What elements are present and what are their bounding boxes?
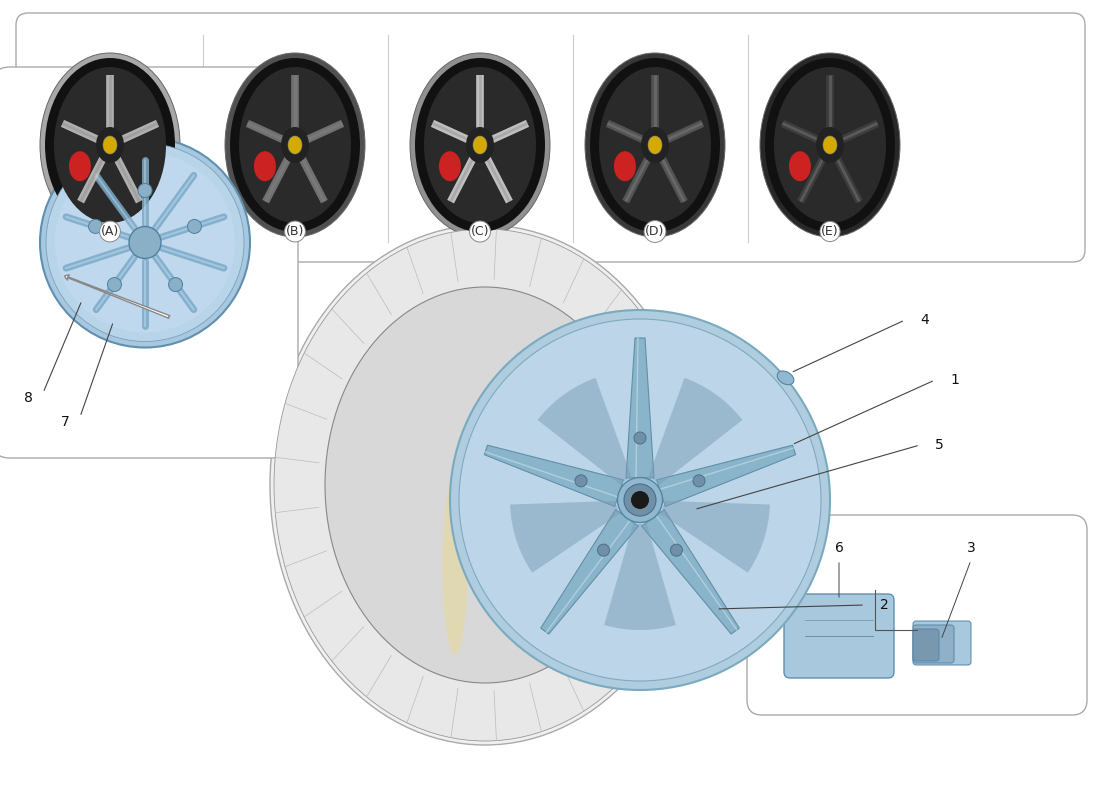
- Text: since 1985: since 1985: [558, 461, 743, 579]
- Ellipse shape: [760, 53, 900, 237]
- Text: 5: 5: [935, 438, 944, 452]
- FancyBboxPatch shape: [747, 515, 1087, 715]
- FancyBboxPatch shape: [913, 621, 971, 665]
- Circle shape: [187, 219, 201, 234]
- Polygon shape: [649, 378, 743, 485]
- Ellipse shape: [424, 67, 536, 223]
- Circle shape: [670, 544, 682, 556]
- Ellipse shape: [45, 58, 175, 232]
- Circle shape: [88, 219, 102, 234]
- Ellipse shape: [55, 153, 235, 333]
- Circle shape: [693, 475, 705, 487]
- Text: 6: 6: [835, 541, 844, 555]
- Polygon shape: [541, 510, 638, 634]
- Ellipse shape: [280, 127, 309, 163]
- Ellipse shape: [600, 67, 711, 223]
- Text: 2: 2: [880, 598, 889, 612]
- Ellipse shape: [778, 371, 794, 385]
- Ellipse shape: [96, 127, 124, 163]
- Ellipse shape: [823, 136, 837, 154]
- FancyBboxPatch shape: [16, 13, 1085, 262]
- Ellipse shape: [442, 475, 468, 655]
- Ellipse shape: [789, 151, 811, 182]
- Ellipse shape: [324, 287, 645, 683]
- Ellipse shape: [764, 58, 895, 232]
- Polygon shape: [661, 501, 770, 573]
- Polygon shape: [641, 510, 739, 634]
- Ellipse shape: [226, 53, 365, 237]
- Ellipse shape: [415, 58, 544, 232]
- Ellipse shape: [54, 67, 166, 223]
- Ellipse shape: [450, 310, 830, 690]
- Ellipse shape: [254, 151, 276, 182]
- Ellipse shape: [624, 484, 656, 516]
- Text: (A): (A): [101, 225, 119, 238]
- Text: (C): (C): [471, 225, 490, 238]
- Polygon shape: [604, 524, 675, 630]
- Ellipse shape: [69, 151, 91, 182]
- Text: 1: 1: [950, 373, 959, 387]
- Ellipse shape: [617, 478, 662, 522]
- Text: (B): (B): [286, 225, 305, 238]
- Text: guidoparts: guidoparts: [393, 429, 648, 471]
- Ellipse shape: [40, 53, 180, 237]
- FancyBboxPatch shape: [784, 594, 894, 678]
- Ellipse shape: [239, 67, 351, 223]
- Polygon shape: [510, 501, 619, 573]
- Ellipse shape: [648, 136, 662, 154]
- Polygon shape: [484, 445, 624, 506]
- Ellipse shape: [631, 491, 649, 509]
- Text: (E): (E): [822, 225, 839, 238]
- FancyBboxPatch shape: [913, 629, 939, 661]
- Ellipse shape: [40, 138, 250, 347]
- Ellipse shape: [274, 229, 696, 741]
- Circle shape: [168, 278, 183, 291]
- Polygon shape: [657, 445, 795, 506]
- Text: la passion
for: la passion for: [514, 347, 686, 493]
- Ellipse shape: [129, 226, 161, 258]
- Ellipse shape: [466, 127, 494, 163]
- Ellipse shape: [439, 151, 461, 182]
- Circle shape: [108, 278, 121, 291]
- Ellipse shape: [585, 53, 725, 237]
- Ellipse shape: [774, 67, 886, 223]
- Polygon shape: [538, 378, 631, 485]
- Ellipse shape: [459, 319, 821, 681]
- Circle shape: [634, 432, 646, 444]
- Circle shape: [138, 183, 152, 198]
- Ellipse shape: [473, 136, 487, 154]
- Polygon shape: [626, 338, 654, 478]
- Ellipse shape: [641, 127, 669, 163]
- Ellipse shape: [230, 58, 360, 232]
- Ellipse shape: [590, 58, 720, 232]
- Ellipse shape: [270, 225, 700, 745]
- Text: 3: 3: [967, 541, 976, 555]
- Ellipse shape: [103, 136, 117, 154]
- Ellipse shape: [46, 143, 244, 342]
- Circle shape: [597, 544, 609, 556]
- Ellipse shape: [410, 53, 550, 237]
- Ellipse shape: [816, 127, 844, 163]
- Text: 8: 8: [23, 391, 32, 405]
- Text: 7: 7: [60, 415, 69, 429]
- Text: (D): (D): [646, 225, 664, 238]
- Ellipse shape: [288, 136, 302, 154]
- FancyBboxPatch shape: [913, 625, 954, 663]
- FancyBboxPatch shape: [0, 67, 298, 458]
- Ellipse shape: [614, 151, 636, 182]
- Circle shape: [575, 475, 587, 487]
- Text: 4: 4: [920, 313, 928, 327]
